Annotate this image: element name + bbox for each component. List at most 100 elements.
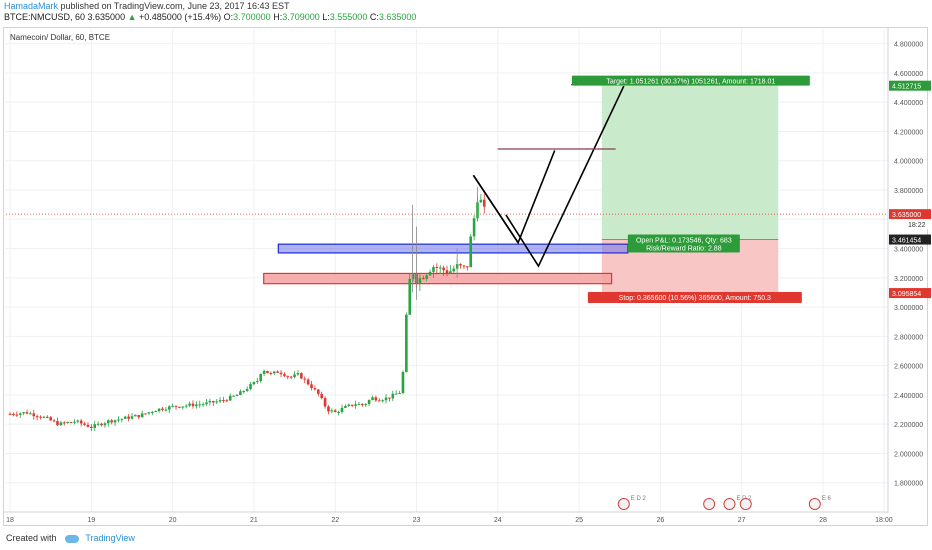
candle-body [266, 370, 269, 374]
x-tick-label: 18:00 [875, 517, 893, 524]
event-badge-icon [723, 498, 736, 510]
candle-body [110, 420, 113, 423]
x-tick-label: 24 [494, 517, 502, 524]
candle-body [8, 413, 12, 415]
close-value: 3.635000 [378, 12, 417, 22]
candle-body [391, 393, 395, 399]
candle-body [90, 426, 93, 428]
candle-body [56, 421, 59, 426]
candle-body [445, 270, 449, 274]
y-tick-label: 2.200000 [894, 422, 923, 429]
candle-body [181, 406, 185, 408]
candle-body [195, 404, 198, 407]
low-value: 3.555000 [329, 12, 368, 22]
symbol-label: BTCE:NMCUSD, 60 [4, 12, 86, 22]
chart-frame [3, 27, 928, 526]
candle-body [218, 400, 222, 402]
x-tick-label: 22 [331, 517, 339, 524]
candle-body [35, 416, 39, 418]
candle-body [337, 411, 340, 413]
candle-body [66, 422, 69, 424]
candle-body [371, 397, 374, 401]
candle-body [272, 371, 276, 374]
candle-body [15, 414, 19, 416]
event-badge-icon [703, 498, 716, 510]
candle-body [374, 397, 378, 401]
candle-body [303, 378, 307, 380]
x-tick-label: 20 [169, 517, 177, 524]
candle-body [100, 423, 103, 426]
candle-body [157, 408, 161, 412]
candle-body [300, 373, 303, 379]
candle-body [347, 404, 351, 407]
candle-body [367, 400, 371, 405]
candle-body [127, 416, 130, 419]
candle-body [283, 374, 286, 377]
candle-body [425, 275, 428, 279]
stop-price-tag-box [889, 288, 931, 299]
candle-body [120, 418, 124, 420]
candle-body [438, 267, 442, 269]
candle-body [134, 415, 137, 417]
candle-body [245, 389, 249, 391]
candle-body [357, 403, 361, 405]
open-label: O: [223, 12, 234, 22]
y-tick-label: 4.600000 [894, 71, 923, 78]
candle-body [86, 424, 90, 427]
x-tick-label: 25 [575, 517, 583, 524]
x-tick-label: 18 [6, 517, 14, 524]
candle-body [398, 393, 401, 395]
candle-body [201, 404, 205, 406]
candle-body [184, 405, 188, 407]
candle-body [313, 388, 317, 390]
y-tick-label: 1.800000 [894, 481, 923, 488]
x-tick-label: 21 [250, 517, 258, 524]
candle-body [103, 423, 107, 426]
candle-body [242, 390, 246, 392]
tradingview-link[interactable]: TradingView [85, 533, 135, 543]
candle-body [151, 411, 154, 413]
candle-body [42, 416, 46, 418]
countdown-text: 18:22 [908, 222, 926, 229]
candle-body [344, 406, 347, 408]
event-badge-label: E 6 [822, 496, 832, 502]
candle-body [232, 395, 235, 397]
entry-price-tag-text: 3.461454 [892, 238, 921, 245]
y-tick-label: 4.200000 [894, 129, 923, 136]
y-tick-label: 2.800000 [894, 334, 923, 341]
candle-body [350, 404, 354, 406]
up-arrow-icon: ▲ [127, 12, 137, 22]
event-badge-icon [808, 498, 821, 510]
candle-body [39, 416, 42, 418]
chart-title: Namecoin/ Dollar, 60, BTCE [10, 33, 110, 42]
candle-body [208, 401, 212, 403]
candle-body [46, 416, 49, 418]
candle-body [320, 393, 323, 399]
candle-body [388, 397, 391, 399]
stop-label-box [587, 292, 802, 304]
candle-body [249, 384, 252, 390]
created-with-label: Created with [6, 533, 57, 543]
candle-body [59, 422, 63, 426]
candle-body [472, 218, 476, 237]
candle-body [32, 413, 36, 417]
candle-body [421, 278, 425, 280]
y-tick-label: 3.800000 [894, 188, 923, 195]
y-tick-label: 3.000000 [894, 305, 923, 312]
support-zone-red [263, 272, 613, 285]
candle-body [394, 393, 398, 395]
tradingview-cloud-icon [65, 534, 80, 543]
candle-body [154, 411, 158, 413]
candle-body [256, 381, 259, 383]
candle-body [381, 400, 384, 402]
x-tick-label: 27 [738, 517, 746, 524]
candle-body [364, 404, 368, 406]
candle-body [171, 405, 174, 407]
y-tick-label: 3.200000 [894, 276, 923, 283]
candle-body [361, 403, 364, 406]
candle-body [239, 391, 242, 396]
candle-body [191, 403, 195, 407]
author-link[interactable]: HamadaMark [4, 1, 59, 11]
candle-body [401, 371, 405, 394]
